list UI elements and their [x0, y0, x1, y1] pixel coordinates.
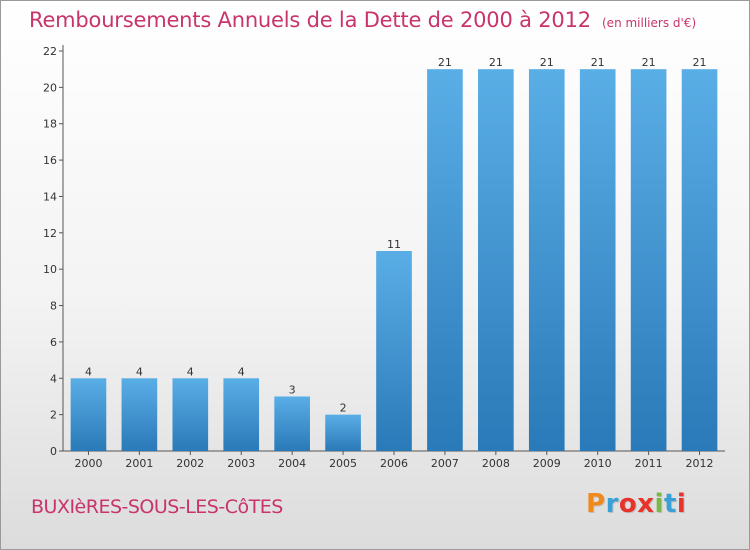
y-tick-label: 0: [50, 445, 57, 458]
y-tick-label: 10: [43, 263, 57, 276]
chart-title-main: Remboursements Annuels de la Dette de 20…: [29, 8, 591, 32]
x-tick-label: 2007: [431, 457, 459, 470]
x-tick-label: 2008: [482, 457, 510, 470]
logo-letter: i: [654, 489, 664, 519]
data-label: 4: [238, 365, 245, 378]
bar: [376, 251, 412, 451]
data-label: 21: [438, 56, 452, 69]
bar: [630, 69, 667, 451]
y-tick-label: 16: [43, 154, 57, 167]
data-label: 11: [387, 238, 401, 251]
y-tick-label: 14: [43, 190, 57, 203]
x-tick-label: 2009: [533, 457, 561, 470]
x-tick-label: 2004: [278, 457, 306, 470]
data-label: 4: [85, 365, 92, 378]
data-label: 21: [489, 56, 503, 69]
bar: [274, 396, 310, 451]
logo-letter: x: [637, 489, 655, 519]
data-label: 21: [693, 56, 707, 69]
chart-title-unit: (en milliers d'€): [602, 16, 697, 30]
y-tick-label: 6: [50, 336, 57, 349]
y-tick-label: 18: [43, 118, 57, 131]
y-tick-label: 4: [50, 372, 57, 385]
proxiti-logo[interactable]: Proxiti: [586, 489, 686, 519]
data-label: 2: [340, 402, 347, 415]
y-tick-label: 22: [43, 45, 57, 58]
logo-letter: t: [663, 489, 677, 519]
bar: [223, 378, 260, 451]
chart-title: Remboursements Annuels de la Dette de 20…: [29, 8, 696, 32]
bar: [478, 69, 514, 451]
logo-letter: i: [676, 489, 687, 519]
x-tick-label: 2006: [380, 457, 408, 470]
bar: [681, 69, 718, 451]
data-label: 21: [540, 56, 554, 69]
data-label: 4: [136, 365, 143, 378]
bar: [427, 69, 463, 451]
bar: [528, 69, 565, 451]
bar: [172, 378, 209, 451]
logo-letter: P: [586, 489, 606, 519]
bar: [121, 378, 158, 451]
x-tick-label: 2002: [176, 457, 204, 470]
x-tick-label: 2010: [584, 457, 612, 470]
x-tick-label: 2001: [125, 457, 153, 470]
logo-letter: o: [618, 489, 638, 519]
y-tick-label: 20: [43, 81, 57, 94]
x-tick-label: 2012: [686, 457, 714, 470]
x-tick-label: 2003: [227, 457, 255, 470]
bar: [70, 378, 107, 451]
place-name: BUXIèRES-SOUS-LES-CôTES: [31, 496, 283, 518]
bar: [325, 414, 361, 451]
x-tick-label: 2005: [329, 457, 357, 470]
y-tick-label: 2: [50, 409, 57, 422]
data-label: 3: [289, 383, 296, 396]
x-tick-label: 2000: [74, 457, 102, 470]
y-tick-label: 8: [50, 300, 57, 313]
y-tick-label: 12: [43, 227, 57, 240]
bar-layer: [70, 69, 718, 451]
data-label: 21: [642, 56, 656, 69]
logo-letter: r: [605, 489, 619, 519]
data-label: 4: [187, 365, 194, 378]
label-layer: 0 2 4 6 8 10 12 14 16 18 20 22 2000 4 2001 4 2002 4 2003 4 2…: [43, 45, 714, 470]
x-tick-label: 2011: [635, 457, 663, 470]
bar: [579, 69, 616, 451]
data-label: 21: [591, 56, 605, 69]
